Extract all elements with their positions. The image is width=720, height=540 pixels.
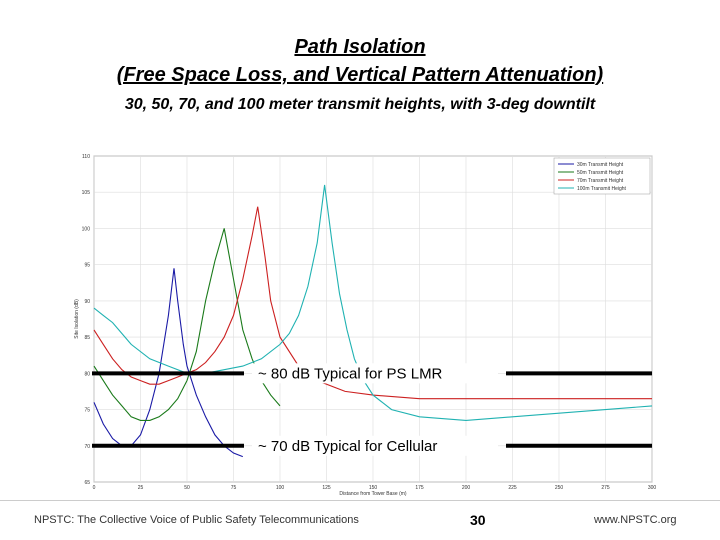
y-axis-label: Site Isolation (dB) [74,299,80,339]
slide-title-line2: (Free Space Loss, and Vertical Pattern A… [116,64,604,86]
annotation-bg [252,435,498,456]
y-tick-label: 80 [84,371,90,377]
footer-divider [0,500,720,501]
annotation-bg [252,363,498,384]
isolation-chart: 65 70 75 80 85 90 95 100 105 110 0 25 50 75 100 125 150 1… [74,154,657,497]
y-tick-label: 85 [84,335,90,341]
series-line [93,184,653,421]
y-tick-label: 65 [84,480,90,486]
slide-subtitle: 30, 50, 70, and 100 meter transmit heigh… [124,96,596,113]
x-tick-label: 200 [462,485,471,491]
annotation-text: ~ 70 dB Typical for Cellular [258,438,437,455]
legend-label: 100m Transmit Height [577,186,627,192]
series-line [93,206,652,400]
slide-title: Path Isolation [294,36,426,58]
y-tick-label: 110 [82,154,90,160]
page-number: 30 [470,512,486,528]
legend-label: 70m Transmit Height [577,178,624,184]
footer-url: www.NPSTC.org [594,514,677,526]
legend-label: 50m Transmit Height [577,170,624,176]
x-tick-label: 300 [648,485,657,491]
x-tick-label: 275 [601,485,610,491]
footer-org: NPSTC: The Collective Voice of Public Sa… [34,514,359,526]
y-tick-label: 105 [82,190,91,196]
x-tick-label: 75 [231,485,237,491]
series-line [93,228,281,421]
annotation-text: ~ 80 dB Typical for PS LMR [258,365,443,382]
x-tick-label: 150 [369,485,378,491]
x-tick-label: 175 [415,485,424,491]
x-tick-label: 100 [276,485,285,491]
y-tick-label: 90 [84,299,90,305]
x-tick-label: 225 [508,485,517,491]
legend-label: 30m Transmit Height [577,162,624,168]
x-tick-label: 125 [322,485,331,491]
y-tick-label: 70 [84,444,90,450]
x-tick-label: 250 [555,485,564,491]
y-tick-label: 95 [84,263,90,269]
x-tick-label: 25 [138,485,144,491]
y-tick-label: 100 [82,226,91,232]
y-tick-label: 75 [84,408,90,414]
x-tick-label: 50 [184,485,190,491]
x-tick-label: 0 [93,485,96,491]
x-axis-label: Distance from Tower Base (m) [339,491,406,497]
